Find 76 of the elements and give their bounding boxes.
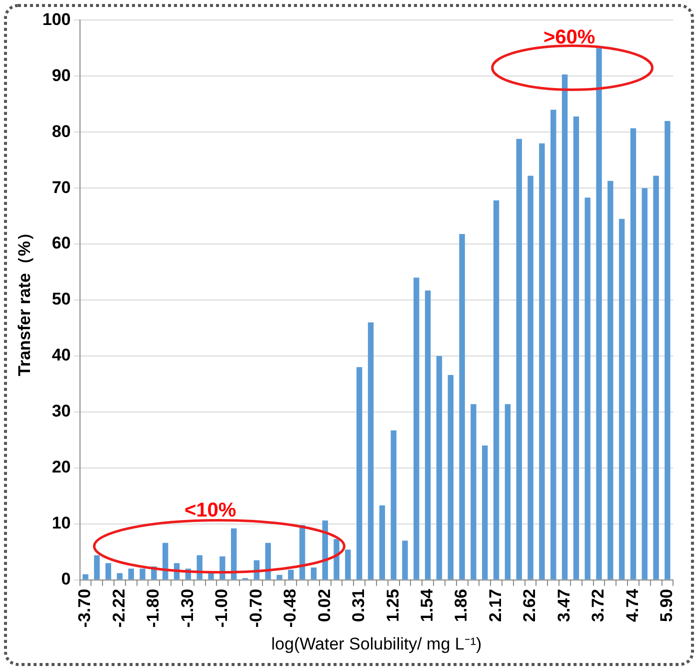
- y-tick-label: 60: [52, 234, 71, 253]
- x-tick-label: -3.70: [75, 588, 94, 628]
- y-axis-title: Transfer rate（%）: [14, 224, 34, 376]
- x-tick-label: 1.25: [383, 588, 402, 622]
- annotation: <10%: [184, 500, 236, 522]
- bar: [630, 128, 636, 580]
- bar: [516, 138, 522, 580]
- y-tick-label: 20: [52, 458, 71, 477]
- y-tick-label: 100: [42, 10, 71, 29]
- x-tick-label: -2.22: [109, 588, 128, 628]
- bar: [584, 198, 590, 580]
- bar: [310, 568, 317, 580]
- x-tick-label: 3.47: [554, 588, 574, 622]
- bar: [368, 322, 374, 580]
- x-tick-label: -1.30: [178, 588, 197, 628]
- y-tick-label: 0: [61, 570, 71, 589]
- x-tick-label: 1.54: [418, 588, 437, 622]
- x-tick-label: 2.17: [486, 588, 505, 622]
- bar: [230, 528, 237, 580]
- bar: [116, 573, 123, 580]
- bar: [539, 143, 545, 580]
- bar: [288, 570, 294, 580]
- bar: [482, 446, 488, 580]
- bar: [448, 375, 454, 580]
- bar: [459, 234, 465, 580]
- y-tick-label: 80: [52, 122, 71, 141]
- bar: [504, 404, 511, 580]
- bar: [276, 574, 282, 580]
- bar: [528, 176, 534, 580]
- x-tick-label: -1.00: [212, 588, 232, 628]
- x-tick-label: -0.48: [280, 588, 300, 628]
- bar: [379, 505, 386, 580]
- x-tick-label: 4.74: [622, 588, 642, 622]
- bar: [642, 188, 648, 580]
- bar: [562, 74, 568, 580]
- bar: [653, 176, 659, 580]
- x-axis-title: log(Water Solubility/ mg L⁻¹): [271, 634, 482, 654]
- y-tick-label: 10: [52, 514, 71, 533]
- bar: [265, 542, 271, 580]
- annotation: >60%: [543, 26, 596, 49]
- y-tick-label: 30: [52, 402, 71, 421]
- bar: [573, 116, 580, 580]
- bar: [402, 540, 408, 580]
- bar: [356, 367, 362, 580]
- x-tick-label: 5.90: [657, 588, 676, 622]
- x-tick-label: 0.31: [349, 588, 368, 622]
- bar: [140, 568, 146, 580]
- y-tick-label: 70: [52, 178, 71, 197]
- x-tick-label: 1.86: [452, 588, 471, 622]
- bar: [608, 180, 614, 580]
- bar: [128, 568, 134, 580]
- y-tick-label: 90: [52, 66, 71, 85]
- bar: [414, 278, 420, 580]
- bar: [162, 542, 168, 580]
- x-tick-label: -1.80: [144, 588, 163, 628]
- bar: [390, 430, 396, 580]
- x-tick-label: 2.62: [520, 588, 540, 622]
- bar: [664, 120, 670, 580]
- x-tick-label: -0.70: [246, 588, 266, 628]
- bar: [334, 538, 340, 580]
- bar: [596, 48, 602, 580]
- bar: [196, 555, 202, 580]
- bar: [94, 555, 100, 580]
- bar: [424, 290, 431, 580]
- x-tick-label: 0.02: [314, 588, 334, 622]
- y-tick-label: 50: [52, 290, 71, 309]
- y-tick-label: 40: [52, 346, 71, 365]
- bar: [436, 356, 442, 580]
- bar: [345, 550, 351, 580]
- bar: [550, 110, 556, 580]
- bar: [618, 218, 625, 580]
- bar: [82, 574, 88, 580]
- x-tick-label: 3.72: [588, 588, 608, 622]
- bar: [105, 563, 112, 580]
- bar: [470, 404, 476, 580]
- bar: [493, 200, 500, 580]
